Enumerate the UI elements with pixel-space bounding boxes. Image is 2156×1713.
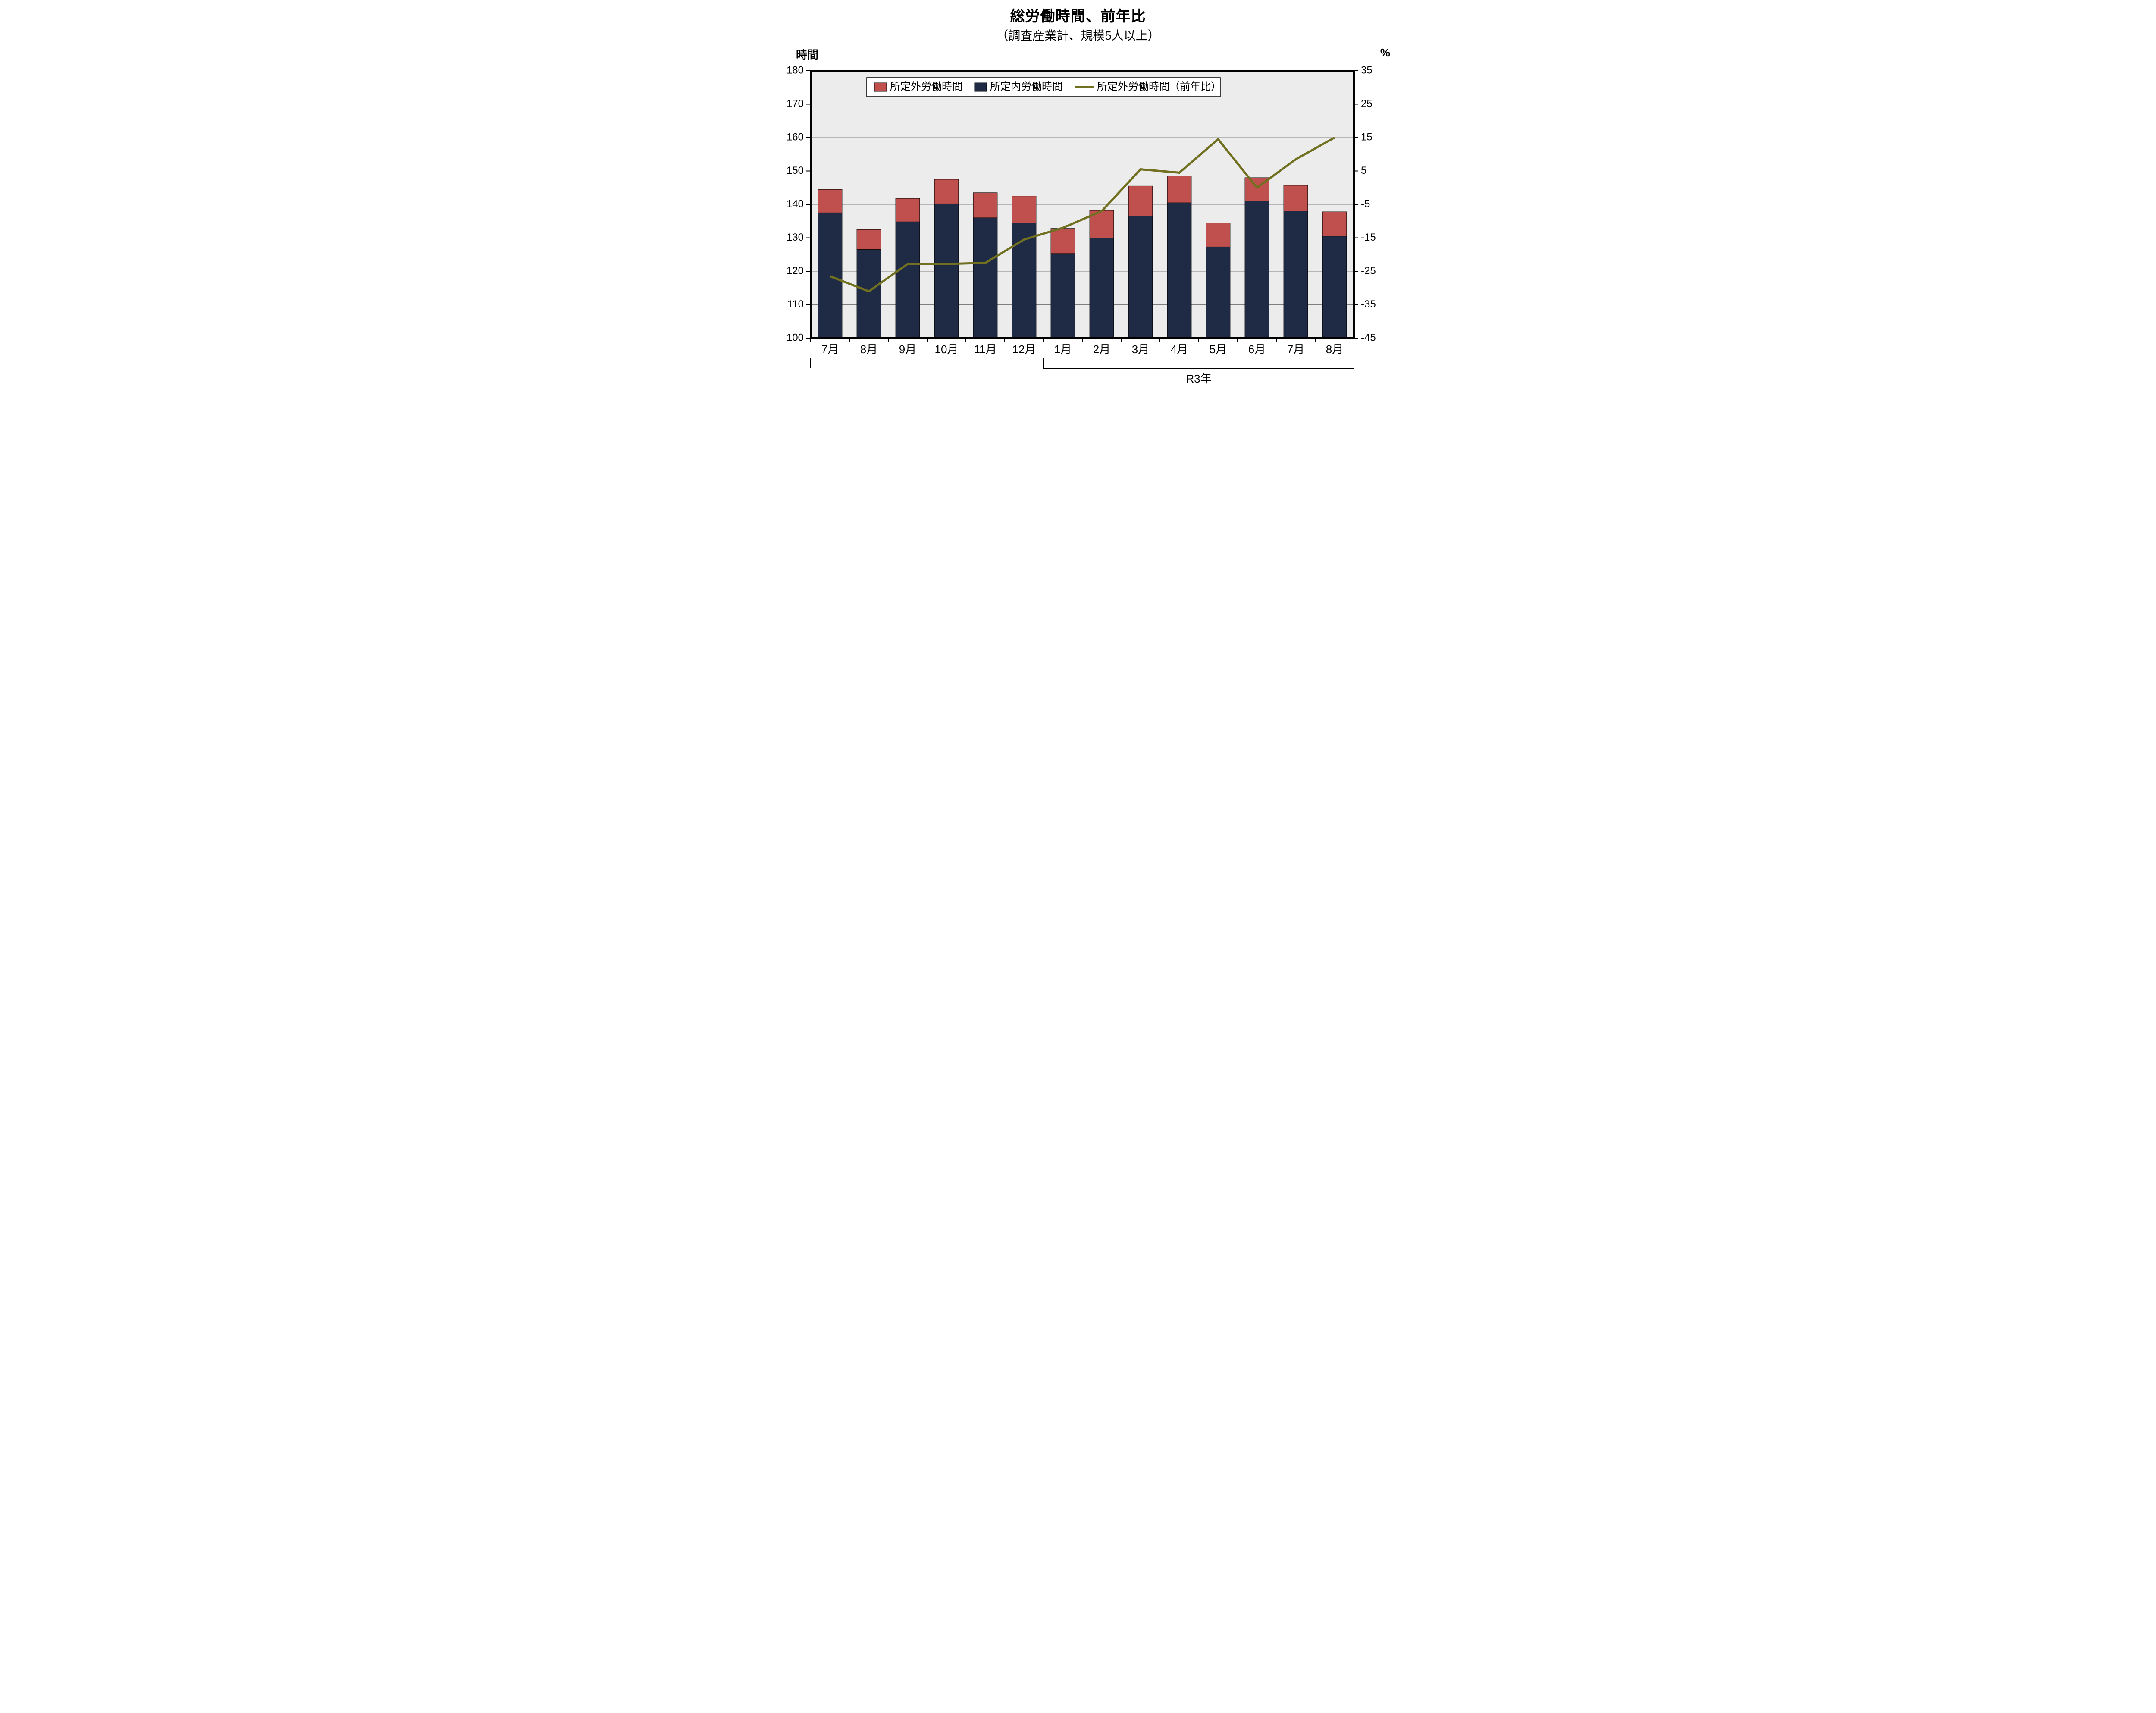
- bar-top: [934, 179, 959, 204]
- legend-label: 所定内労働時間: [990, 81, 1062, 92]
- x-tick-label: 2月: [1093, 343, 1110, 356]
- bar-bottom: [1090, 238, 1114, 339]
- chart-titles: 総労働時間、前年比 （調査産業計、規模5人以上）: [763, 4, 1393, 44]
- x-tick-label: 3月: [1132, 343, 1149, 356]
- axis-top-labels: 時間 %: [763, 46, 1393, 62]
- bar-top: [1206, 223, 1230, 247]
- y-left-axis-label: 時間: [796, 46, 818, 62]
- svg-text:-35: -35: [1361, 298, 1376, 310]
- x-tick-label: 12月: [1012, 343, 1036, 356]
- y-right-axis-label: %: [1380, 46, 1390, 62]
- bar-bottom: [818, 213, 842, 338]
- chart-subtitle: （調査産業計、規模5人以上）: [763, 26, 1393, 44]
- svg-text:15: 15: [1361, 131, 1373, 143]
- bar-bottom: [1051, 254, 1075, 338]
- svg-text:-15: -15: [1361, 232, 1376, 243]
- bar-bottom: [1167, 203, 1191, 338]
- bar-top: [1322, 212, 1347, 236]
- chart-container: 総労働時間、前年比 （調査産業計、規模5人以上） 時間 % 1001101201…: [763, 0, 1393, 403]
- x-tick-label: 8月: [860, 343, 877, 356]
- svg-text:170: 170: [787, 98, 804, 110]
- x-tick-label: 7月: [821, 343, 839, 356]
- legend-label: 所定外労働時間: [890, 81, 962, 92]
- chart-title: 総労働時間、前年比: [763, 4, 1393, 25]
- bar-bottom: [1206, 247, 1230, 338]
- x-tick-label: 10月: [935, 343, 959, 356]
- bar-top: [1284, 185, 1308, 211]
- svg-text:100: 100: [787, 332, 804, 343]
- bar-bottom: [857, 250, 881, 338]
- bar-bottom: [1245, 201, 1269, 338]
- bar-bottom: [896, 222, 920, 338]
- legend-swatch: [874, 83, 887, 91]
- bar-top: [896, 198, 920, 222]
- x-tick-label: 1月: [1054, 343, 1072, 356]
- svg-text:35: 35: [1361, 64, 1373, 76]
- x-tick-label: 5月: [1210, 343, 1227, 356]
- x-tick-label: 11月: [974, 343, 997, 356]
- chart-svg: 100 110 120 130 140 150 160 170 180 -45 -35 -25 -15 -…: [763, 62, 1393, 390]
- bar-top: [1051, 229, 1075, 254]
- bar-bottom: [1128, 216, 1153, 338]
- svg-text:-5: -5: [1361, 198, 1370, 210]
- svg-text:130: 130: [787, 232, 804, 243]
- svg-text:-25: -25: [1361, 265, 1376, 276]
- svg-text:150: 150: [787, 165, 804, 176]
- x-group-label: R3年: [1186, 372, 1211, 385]
- bar-top: [973, 193, 997, 218]
- bar-bottom: [1322, 236, 1347, 338]
- svg-text:160: 160: [787, 131, 804, 143]
- svg-text:140: 140: [787, 198, 804, 210]
- bar-bottom: [934, 204, 959, 338]
- bar-bottom: [973, 218, 997, 338]
- svg-text:120: 120: [787, 265, 804, 276]
- bar-top: [857, 229, 881, 250]
- x-tick-label: 6月: [1248, 343, 1266, 356]
- legend-swatch: [975, 83, 987, 91]
- legend-label: 所定外労働時間（前年比）: [1097, 81, 1221, 92]
- svg-text:180: 180: [787, 64, 804, 76]
- svg-text:-45: -45: [1361, 332, 1376, 343]
- svg-text:110: 110: [787, 298, 804, 310]
- bar-top: [818, 189, 842, 213]
- bar-bottom: [1284, 211, 1308, 339]
- x-tick-label: 7月: [1287, 343, 1304, 356]
- bar-top: [1167, 176, 1191, 203]
- svg-text:5: 5: [1361, 165, 1366, 176]
- bar-top: [1128, 186, 1153, 216]
- x-tick-label: 4月: [1171, 343, 1188, 356]
- x-tick-label: 9月: [899, 343, 916, 356]
- x-tick-label: 8月: [1326, 343, 1343, 356]
- svg-text:25: 25: [1361, 98, 1373, 110]
- bar-top: [1012, 196, 1036, 223]
